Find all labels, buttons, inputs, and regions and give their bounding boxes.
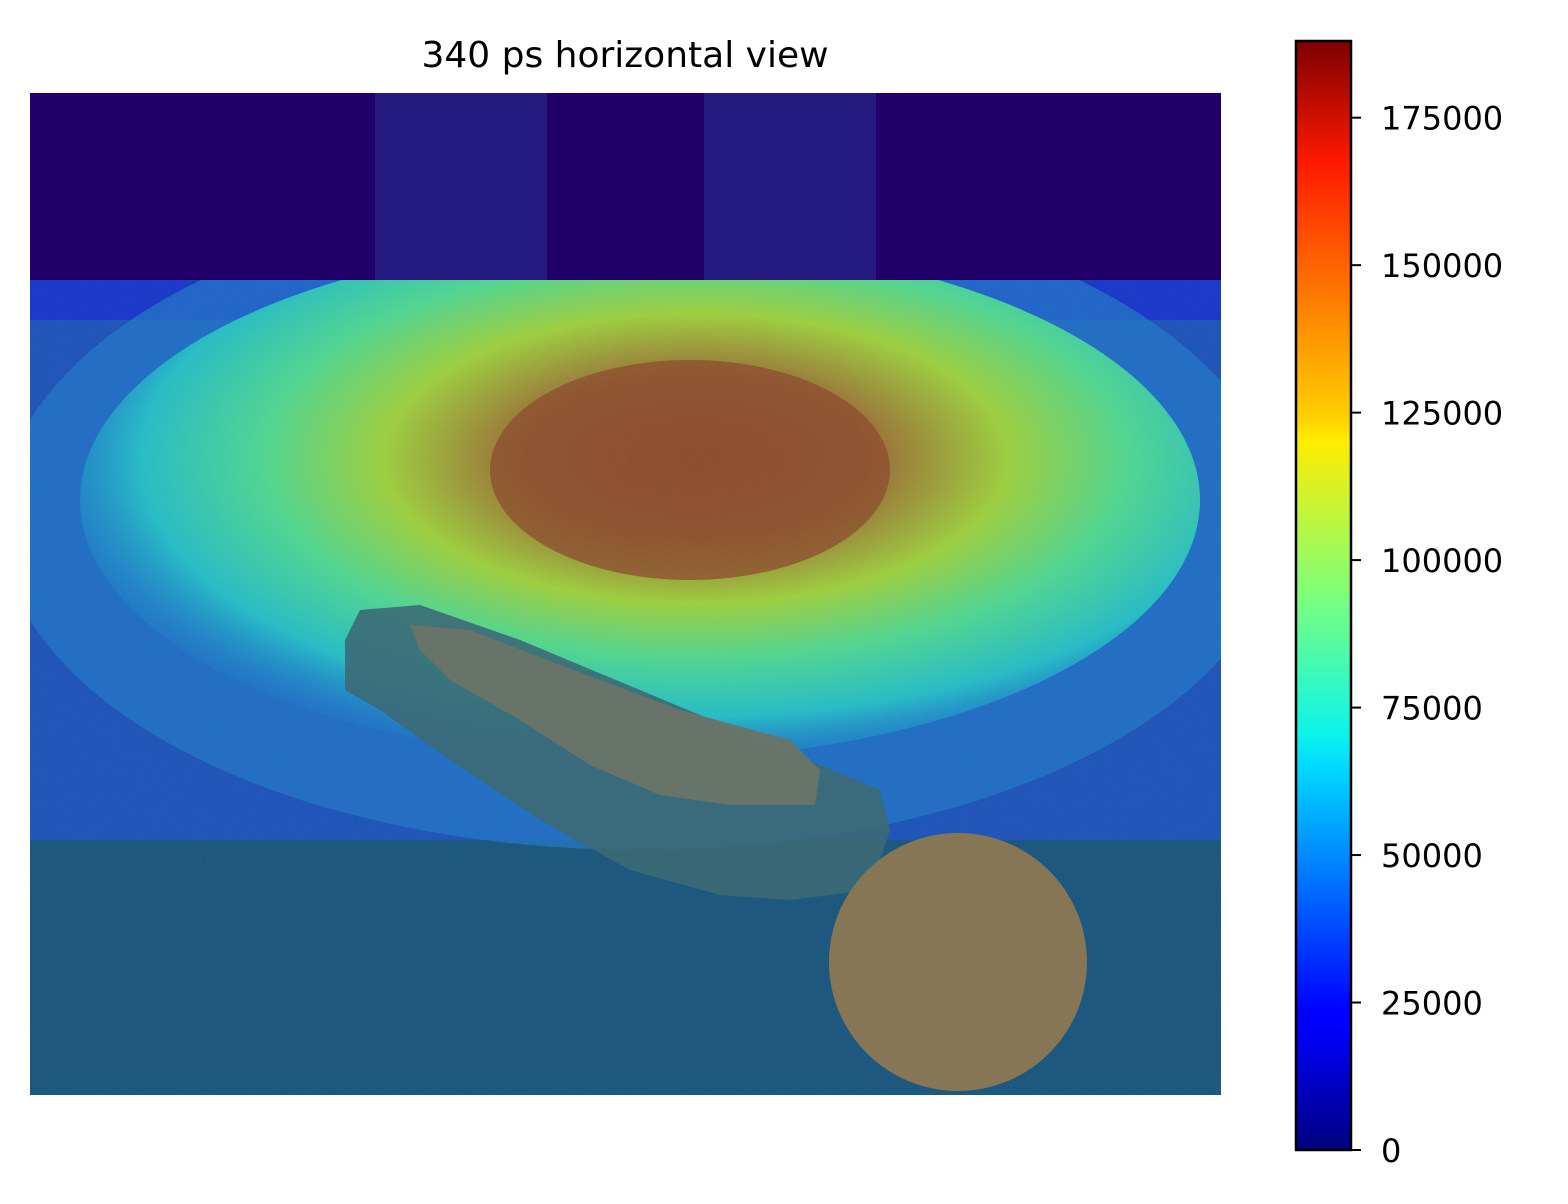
colorbar-tick-label: 25000: [1381, 985, 1483, 1023]
tissue-round-body: [829, 833, 1087, 1091]
colorbar-tick-label: 150000: [1381, 247, 1503, 285]
colorbar-tick-label: 75000: [1381, 690, 1483, 728]
colorbar-tick-label: 0: [1381, 1132, 1401, 1170]
top-band-block-right: [704, 93, 876, 280]
colorbar-tick-label: 175000: [1381, 100, 1503, 138]
chart-title: 340 ps horizontal view: [421, 35, 828, 76]
colorbar-gradient: [1294, 39, 1353, 1152]
tissue-upper-elongated: [410, 625, 820, 805]
colorbar-ticks: 0 25000 50000 75000 100000 125000 150000 175000: [1351, 100, 1503, 1170]
top-band: [30, 93, 1221, 280]
colorbar-tick-label: 100000: [1381, 542, 1503, 580]
heatmap-image: [30, 93, 1221, 1095]
colorbar-tick-label: 125000: [1381, 395, 1503, 433]
top-band-block-left: [375, 93, 547, 280]
colorbar-tick-label: 50000: [1381, 837, 1483, 875]
colorbar: 0 25000 50000 75000 100000 125000 150000 175000: [1294, 39, 1503, 1170]
